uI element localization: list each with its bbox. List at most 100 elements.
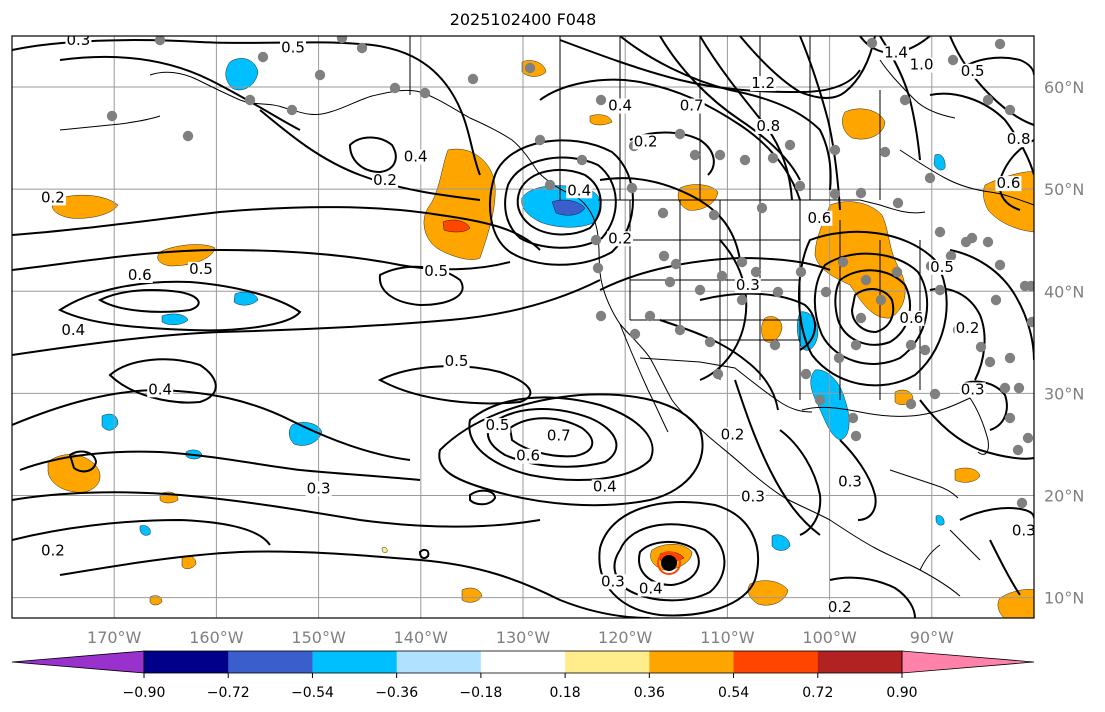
observation-point (1025, 280, 1034, 292)
contour-label-backdrop (591, 479, 618, 495)
contour-line (829, 576, 916, 618)
coastline-canada-east (899, 149, 1034, 206)
colorbar-swatch (565, 651, 650, 673)
contour-label-text: 0.5 (189, 260, 213, 278)
observation-point (860, 274, 872, 286)
contour-label: 0.8 (755, 117, 782, 135)
longitude-tick-label: 110°W (700, 628, 755, 647)
contour-label-backdrop (678, 98, 705, 114)
longitude-tick-label: 160°W (189, 628, 244, 647)
observation-point (829, 188, 841, 200)
contour-label-text: 0.3 (961, 380, 985, 398)
contour-label-backdrop (1005, 132, 1032, 148)
contour-line (629, 131, 715, 176)
observation-point (712, 368, 724, 380)
observation-point (544, 179, 556, 191)
contour-label-text: 0.5 (486, 416, 510, 434)
fill-positive-blob (997, 589, 1034, 618)
observation-point (855, 187, 867, 199)
colorbar-swatch (396, 651, 482, 673)
contour-line (438, 393, 704, 507)
contour-label-backdrop (806, 210, 833, 226)
contour-line (12, 491, 541, 528)
observation-point (850, 339, 862, 351)
contour-line (59, 550, 651, 618)
contour-label-backdrop (372, 173, 399, 189)
contour-line (638, 540, 700, 587)
storm-center-marker (657, 551, 681, 575)
observation-point (670, 258, 682, 270)
contour-label: 0.4 (566, 181, 593, 199)
latitude-tick-label: 40°N (1044, 282, 1084, 301)
contour-label-text: 0.3 (838, 472, 862, 490)
colorbar-swatch (480, 651, 566, 673)
contour-label-text: 0.5 (424, 262, 448, 280)
contour-label-backdrop (750, 76, 777, 92)
observation-point (736, 294, 748, 306)
contour-label-text: 0.4 (639, 579, 663, 597)
contour-label: 0.5 (929, 258, 956, 276)
longitude-tick-label: 90°W (910, 628, 954, 647)
observation-point (769, 339, 781, 351)
contour-label-text: 0.4 (567, 181, 591, 199)
observation-point (657, 207, 669, 219)
fill-negative-blob (935, 515, 945, 526)
observation-point (689, 149, 701, 161)
observation-point (756, 202, 768, 214)
observation-point (855, 312, 867, 324)
contour-label: 0.3 (959, 380, 986, 398)
colorbar-tick-label: −0.90 (123, 685, 166, 701)
contour-line (813, 252, 929, 365)
colorbar-swatch (228, 651, 313, 673)
fill-negative-blob (771, 534, 791, 551)
contour-label-text: 0.2 (721, 425, 745, 443)
contour-line (798, 230, 948, 387)
contour-label-backdrop (39, 543, 66, 559)
contour-label: 0.4 (60, 321, 87, 339)
observation-point (739, 154, 751, 166)
contour-line (699, 292, 816, 351)
latitude-tick-label: 30°N (1044, 384, 1084, 403)
border-us-mexico (639, 357, 813, 413)
observation-point (704, 336, 716, 348)
observation-point (644, 310, 656, 322)
contour-line (12, 388, 411, 461)
observation-point (850, 430, 862, 442)
contour-label-text: 0.4 (593, 477, 617, 495)
border-central-america (919, 529, 981, 571)
contour-label-backdrop (959, 63, 986, 79)
coastline-florida (969, 397, 989, 455)
observation-point (794, 180, 806, 192)
fill-positive-blob (814, 201, 906, 319)
observation-point (767, 152, 779, 164)
contour-label: 0.4 (637, 579, 664, 597)
contour-line (739, 36, 876, 99)
contour-label-backdrop (632, 134, 659, 150)
observation-point (982, 94, 994, 106)
colorbar-tick-label: −0.18 (459, 685, 502, 701)
colorbar-tick-label: 0.72 (802, 685, 833, 701)
contour-label-text: 0.6 (516, 447, 540, 465)
contour-label-backdrop (280, 40, 307, 56)
contour-label: 0.2 (826, 598, 853, 616)
observation-point (534, 134, 546, 146)
observation-point (829, 144, 841, 156)
contour-label-text: 0.4 (608, 97, 632, 115)
observation-point (629, 328, 641, 340)
fill-positive-blob (423, 148, 496, 260)
observation-point (919, 344, 931, 356)
fill-negative-blob (139, 525, 151, 536)
observation-point (847, 412, 859, 424)
contour-label-text: 0.3 (307, 479, 331, 497)
contour-line (959, 380, 1008, 431)
contour-label-backdrop (908, 57, 935, 73)
contour-line (97, 289, 200, 313)
observation-point (626, 182, 638, 194)
contour-label-text: 0.4 (148, 380, 172, 398)
contour-label-text: 0.2 (373, 171, 397, 189)
observation-point (595, 94, 607, 106)
contour-label: 0.5 (959, 62, 986, 80)
fill-negative-blob (233, 291, 259, 306)
contour-label-backdrop (739, 489, 766, 505)
contour-label-text: 0.4 (404, 148, 428, 166)
